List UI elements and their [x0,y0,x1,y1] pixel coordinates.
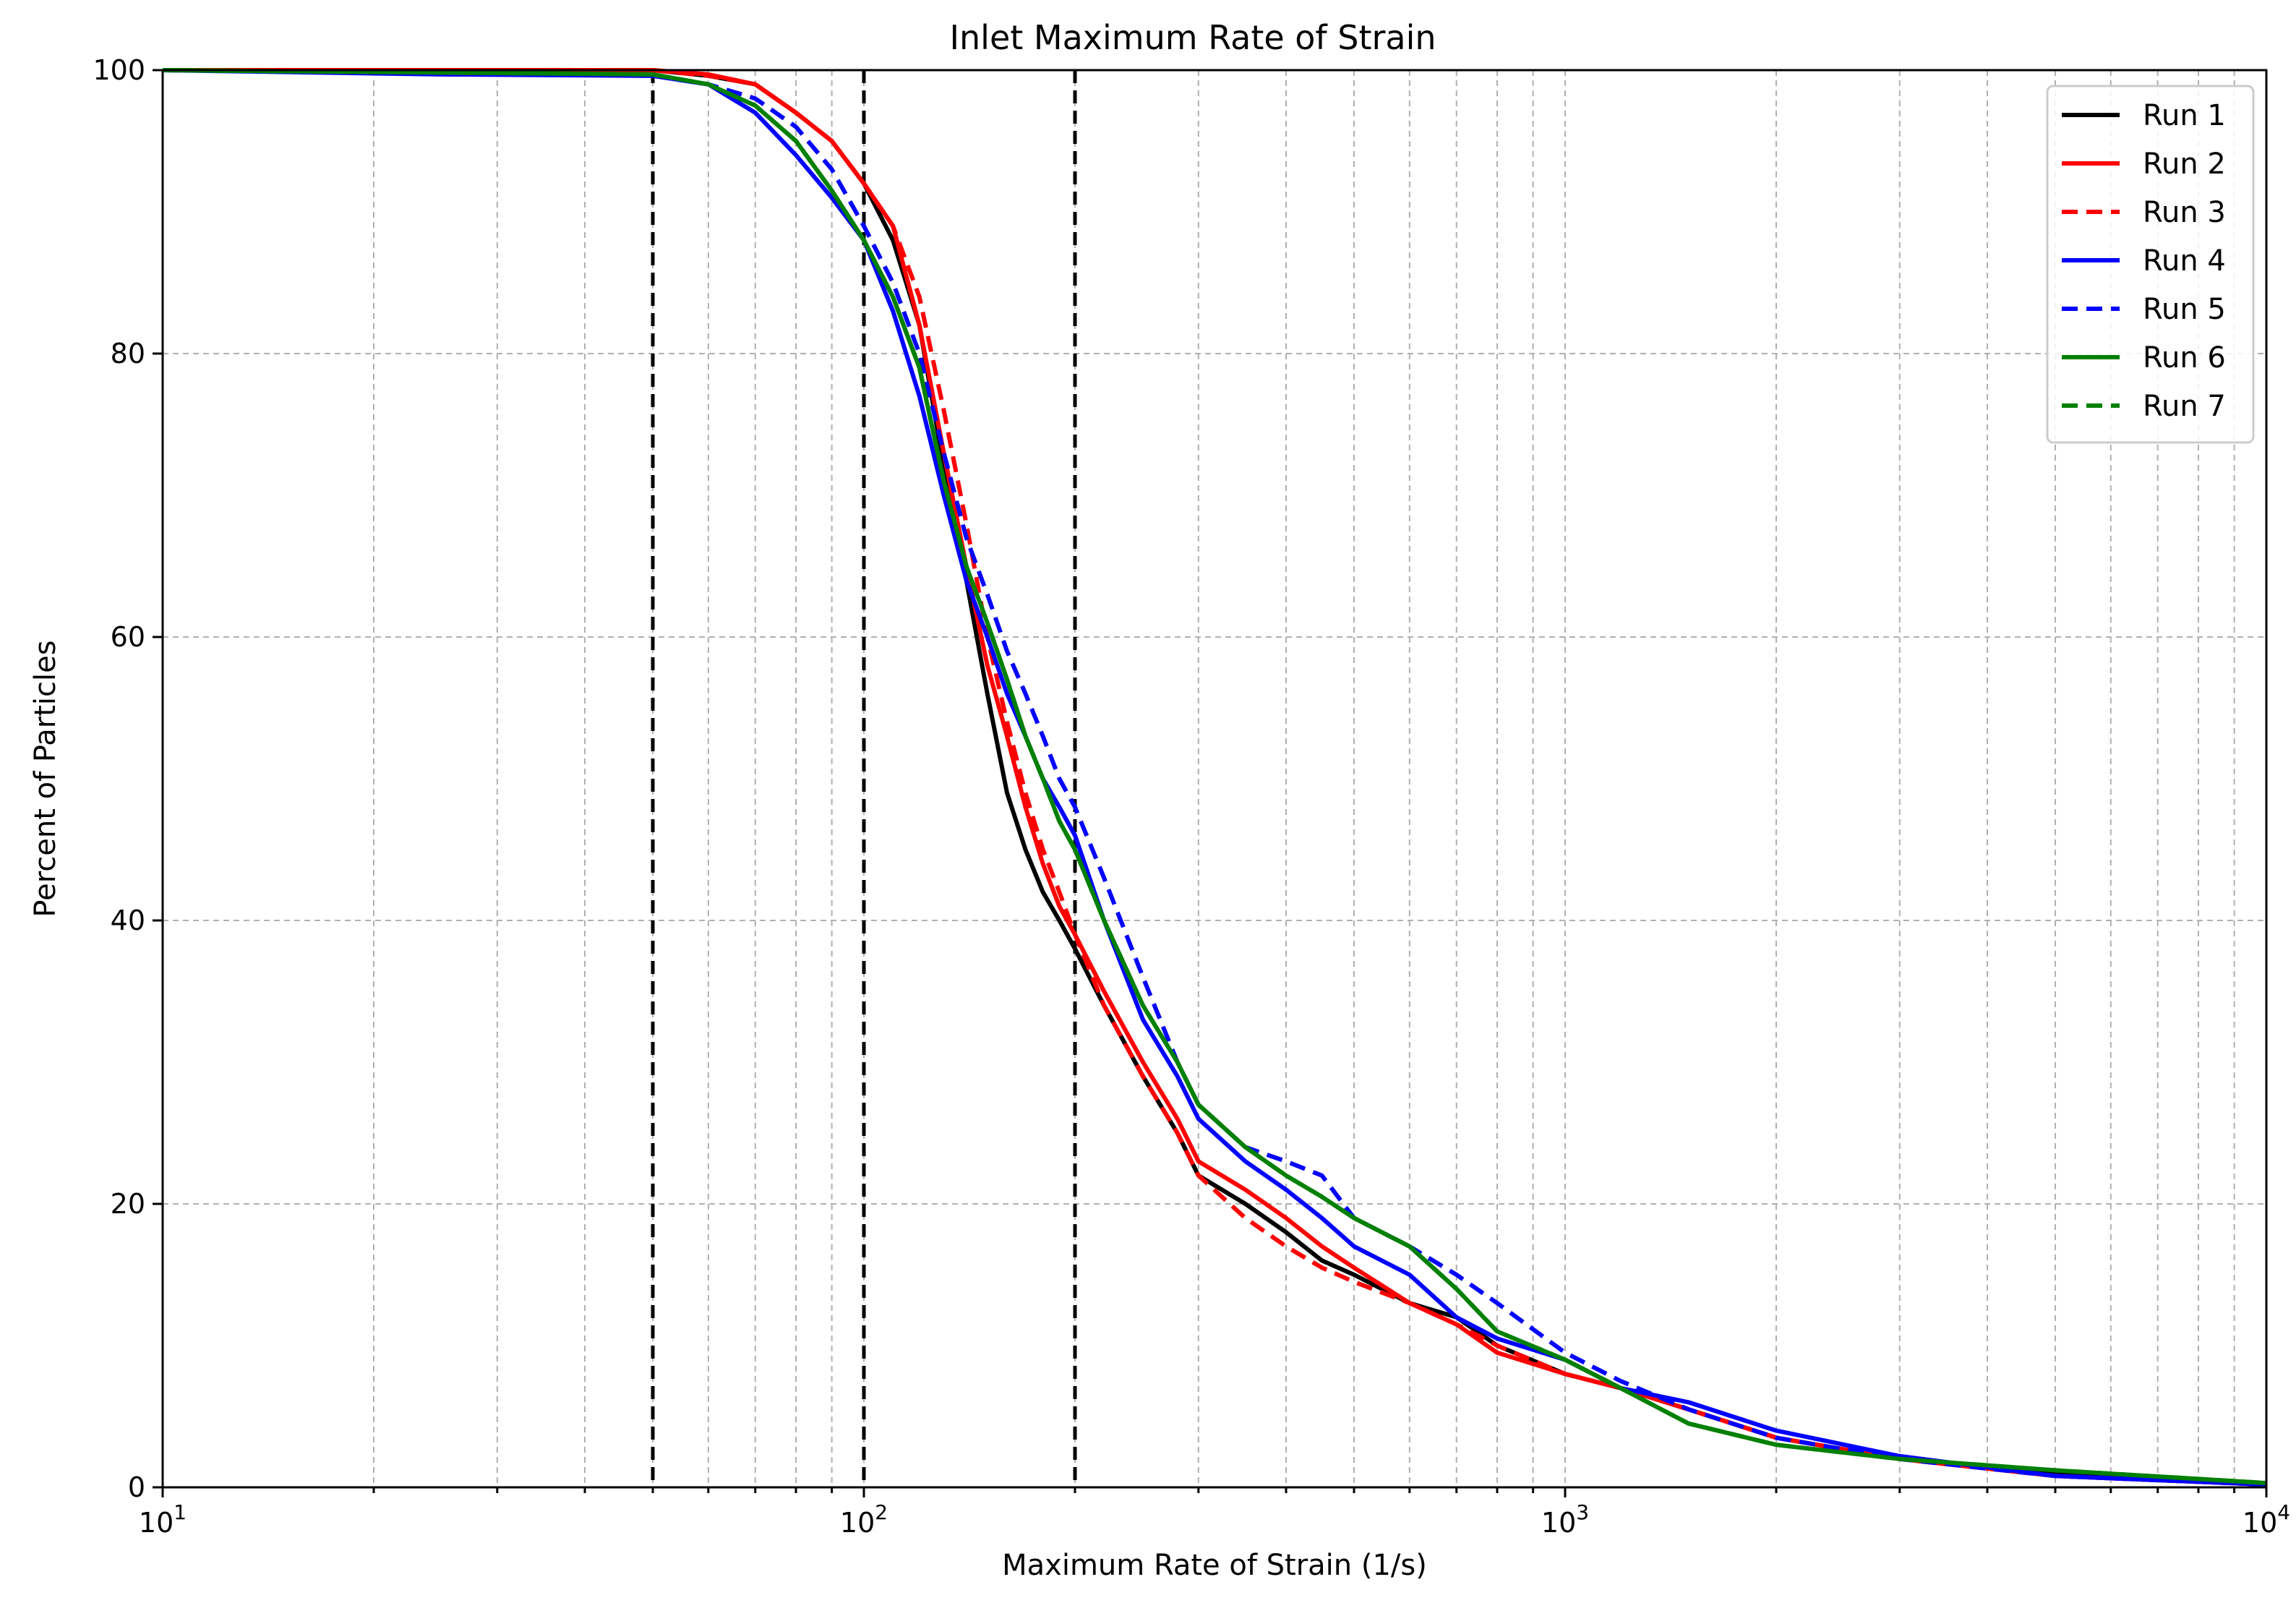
series-line-run-3 [163,68,2267,1487]
legend-label-run-2: Run 2 [2143,148,2226,181]
y-tick-label: 100 [93,54,145,86]
series-line-run-7 [162,68,2267,1486]
y-tick-label: 0 [128,1471,145,1503]
x-tick-label: 101 [139,1500,187,1539]
legend-label-run-4: Run 4 [2143,244,2226,278]
y-tick-label: 40 [111,905,145,936]
legend-label-run-6: Run 6 [2143,341,2226,375]
plot-frame [161,69,2268,1489]
reference-lines [651,70,1077,1487]
x-tick-label: 102 [840,1500,888,1539]
x-tick-label: 104 [2243,1500,2290,1539]
x-tick-label: 103 [1541,1500,1589,1539]
y-tick-label: 20 [111,1188,145,1220]
series-line-run-5 [162,68,2267,1487]
legend-box [2046,85,2255,444]
series-lines [162,68,2267,1487]
legend-label-run-7: Run 7 [2143,390,2226,423]
legend-label-run-1: Run 1 [2143,99,2226,132]
legend: Run 1 Run 2 Run 3 Run 4 Run 5 Run 6 Run 7 [2046,85,2255,444]
x-axis-ticks: 101 102 103 104 [139,1487,2290,1539]
y-tick-label: 80 [111,338,145,369]
x-axis-label: Maximum Rate of Strain (1/s) [1002,1549,1427,1582]
legend-label-run-3: Run 3 [2143,196,2226,229]
chart-title: Inlet Maximum Rate of Strain [949,18,1436,57]
legend-label-run-5: Run 5 [2143,293,2226,326]
y-axis-ticks: 0 20 40 60 80 100 [93,54,163,1503]
y-tick-label: 60 [111,621,145,653]
grid-lines [163,70,2266,1487]
y-axis-label: Percent of Particles [29,640,62,917]
